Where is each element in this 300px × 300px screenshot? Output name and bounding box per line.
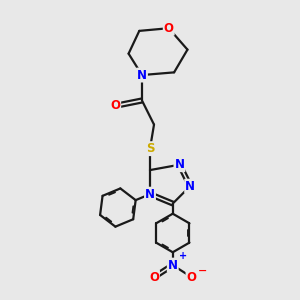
Text: N: N [145,188,155,201]
Text: O: O [187,271,196,284]
Text: N: N [185,180,195,193]
Text: O: O [110,99,120,112]
Text: N: N [168,259,178,272]
Text: N: N [174,158,184,171]
Text: −: − [197,266,207,276]
Text: N: N [137,69,147,82]
Text: O: O [164,22,174,35]
Text: O: O [149,271,159,284]
Text: S: S [146,142,154,155]
Text: +: + [178,251,187,261]
